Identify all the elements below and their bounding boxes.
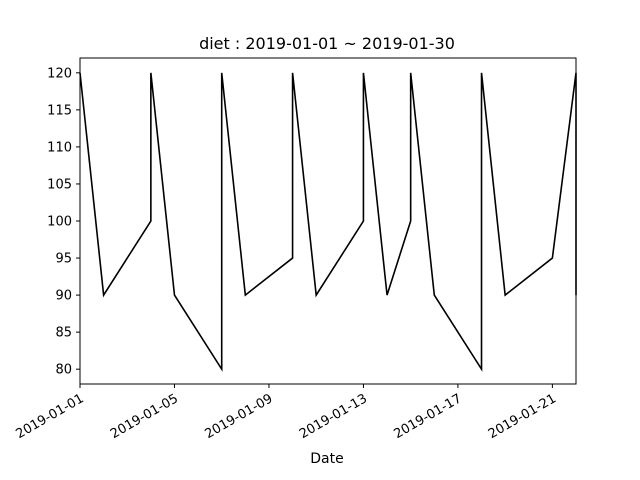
- chart-title: diet : 2019-01-01 ~ 2019-01-30: [199, 34, 455, 53]
- y-tick-label: 100: [47, 215, 72, 230]
- series-line: [79, 72, 577, 372]
- y-axis-ticks: 80 85 90 95 100 105 110 115 120: [47, 66, 80, 378]
- plot-frame: [79, 57, 577, 385]
- x-tick-label: 2019-01-13: [297, 391, 370, 442]
- x-axis-ticks: 2019-01-01 2019-01-05 2019-01-09 2019-01-13…: [14, 384, 559, 442]
- x-tick-label: 2019-01-01: [14, 391, 87, 442]
- x-axis-title: Date: [310, 451, 343, 467]
- y-tick-label: 105: [47, 177, 72, 192]
- x-tick-label: 2019-01-21: [486, 391, 559, 442]
- y-tick-label: 80: [55, 363, 72, 378]
- x-tick-label: 2019-01-17: [391, 391, 464, 442]
- y-tick-label: 120: [47, 66, 72, 81]
- y-tick-label: 110: [47, 140, 72, 155]
- series-layer: [79, 72, 577, 372]
- x-tick-label: 2019-01-05: [108, 391, 181, 442]
- y-tick-label: 85: [55, 326, 72, 341]
- x-tick-label: 2019-01-09: [203, 391, 276, 442]
- y-tick-label: 115: [47, 103, 72, 118]
- y-tick-label: 95: [55, 252, 72, 267]
- y-tick-label: 90: [55, 289, 72, 304]
